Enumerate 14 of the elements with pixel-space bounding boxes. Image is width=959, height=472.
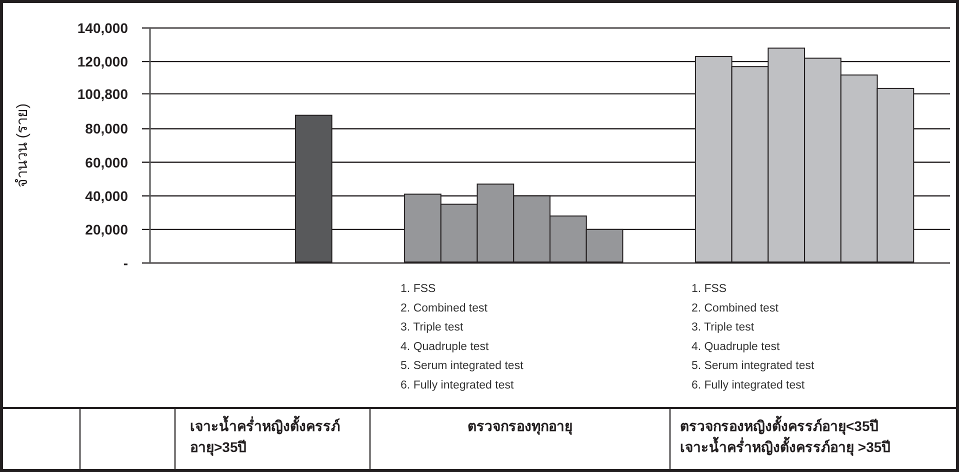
y-tick-label: 20,000 [85,221,128,238]
y-tick-label: 100,800 [77,86,128,102]
text: ตรวจกรองหญิงตั้งครรภ์อายุ<35ปี เจาะน้ำคร่ำหญิงตั้งครรภ์อายุ >35ปี [680,415,891,456]
y-tick-label: 140,000 [77,20,128,36]
text: เจาะน้ำคร่ำหญิงตั้งครรภ์ อายุ>35ปี [190,415,340,456]
text: ตรวจกรองทุกอายุ [468,418,572,435]
y-tick-label: 80,000 [85,120,128,137]
y-tick-label: 120,000 [77,54,128,70]
y-tick-label: 40,000 [85,188,128,204]
y-tick-label: 60,000 [85,154,128,170]
text: 1. FSS 2. Combined test 3. Triple test 4. Quadruple test 5. Serum integrated test 6. Fully integrated test [691,283,815,392]
text: 1. FSS 2. Combined test 3. Triple test 4. Quadruple test 5. Serum integrated test 6. Fully integrated test [400,283,524,392]
y-axis-title: จำนวน (ราย) [14,103,31,188]
y-tick-label: - [123,255,128,271]
